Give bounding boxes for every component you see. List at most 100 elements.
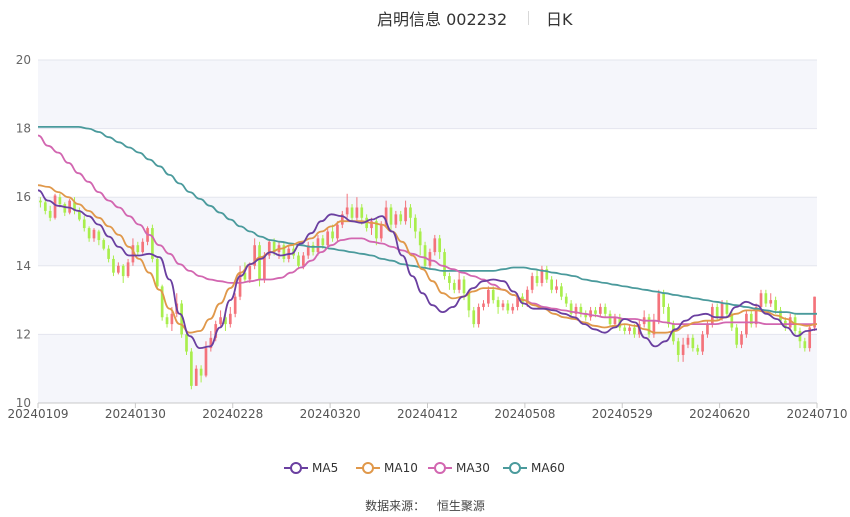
legend-ma30-label: MA30	[456, 461, 490, 475]
candle-body	[740, 334, 743, 345]
candle-body	[73, 202, 76, 211]
candle-body	[418, 231, 422, 246]
candle	[63, 202, 67, 217]
grid-band	[38, 334, 817, 403]
candle-body	[199, 368, 203, 376]
candle-body	[628, 327, 631, 331]
candle	[355, 197, 359, 222]
candle-body	[78, 210, 81, 220]
candle	[730, 310, 734, 331]
candle	[141, 238, 145, 254]
candle	[87, 226, 91, 242]
candle	[160, 284, 164, 321]
candle-body	[448, 276, 451, 283]
candle	[116, 262, 120, 275]
candle-body	[370, 221, 373, 229]
x-tick-label: 20240412	[397, 407, 458, 421]
ma30-marker-icon	[428, 461, 452, 475]
candle-body	[681, 344, 685, 355]
x-tick-label: 20240109	[7, 407, 68, 421]
candle	[97, 229, 101, 246]
candle	[491, 286, 495, 304]
candle-body	[131, 245, 135, 263]
x-tick-label: 20240710	[786, 407, 847, 421]
candle-body	[136, 245, 140, 253]
candle-body	[472, 310, 476, 325]
x-tick-label: 20240228	[202, 407, 263, 421]
y-tick-label: 18	[16, 122, 31, 136]
candle-body	[180, 303, 183, 335]
candle-body	[297, 255, 300, 266]
candle-body	[496, 300, 500, 307]
grid-bands	[38, 60, 817, 403]
candle	[48, 205, 52, 222]
candle-body	[121, 265, 125, 277]
candle	[136, 241, 140, 256]
candle	[423, 241, 427, 270]
candle	[126, 258, 130, 278]
period-label[interactable]: 日K	[546, 10, 573, 29]
ma5-line	[37, 189, 818, 350]
candle	[506, 300, 510, 314]
candle-body	[696, 348, 700, 352]
stock-title: 启明信息 002232	[377, 10, 508, 29]
candle-body	[409, 207, 412, 218]
candle	[550, 276, 553, 294]
candle	[525, 286, 529, 307]
x-tick-label: 20240130	[105, 407, 166, 421]
candle	[306, 241, 310, 259]
candle-body	[87, 228, 91, 239]
candle-body	[706, 324, 709, 335]
candle-body	[467, 293, 471, 311]
candle	[691, 334, 695, 352]
candle-body	[501, 303, 505, 307]
candle-body	[657, 293, 661, 321]
candle-body	[165, 317, 169, 325]
candle	[39, 197, 42, 208]
candle-body	[730, 313, 734, 328]
legend-ma10[interactable]: MA10	[356, 458, 418, 478]
candle-body	[633, 327, 636, 335]
candle-body	[555, 286, 558, 290]
candle	[667, 303, 670, 328]
candle	[155, 257, 159, 290]
candle	[185, 330, 188, 355]
candle-body	[48, 210, 52, 218]
legend-ma5[interactable]: MA5	[284, 458, 338, 478]
legend-ma30[interactable]: MA30	[428, 458, 490, 478]
legend-ma5-label: MA5	[312, 461, 339, 475]
candle-body	[345, 207, 349, 215]
candle	[477, 303, 480, 328]
candle	[53, 193, 57, 220]
candle	[511, 303, 515, 314]
candle	[228, 306, 232, 328]
candle	[564, 293, 568, 307]
candle	[443, 248, 446, 280]
candle-body	[788, 317, 792, 328]
candle-body	[97, 231, 101, 241]
candle	[589, 306, 592, 321]
candle	[350, 204, 354, 222]
candle	[496, 296, 500, 314]
ma60-line	[37, 126, 817, 315]
ma10-line	[37, 184, 818, 334]
candle	[560, 282, 563, 301]
legend-ma60[interactable]: MA60	[503, 458, 565, 478]
candle-body	[491, 289, 495, 301]
candle	[584, 310, 588, 321]
candle-body	[613, 317, 617, 325]
candle-body	[477, 306, 480, 325]
candle-body	[233, 296, 237, 314]
candle-body	[336, 224, 339, 239]
candle	[394, 210, 398, 229]
candle	[740, 330, 743, 349]
candle	[297, 252, 300, 270]
candle-body	[725, 303, 729, 314]
candle-body	[151, 228, 154, 259]
candle	[311, 241, 315, 256]
candle	[808, 324, 812, 352]
candle-body	[594, 310, 597, 314]
candle-body	[404, 207, 407, 222]
candle	[253, 238, 256, 270]
